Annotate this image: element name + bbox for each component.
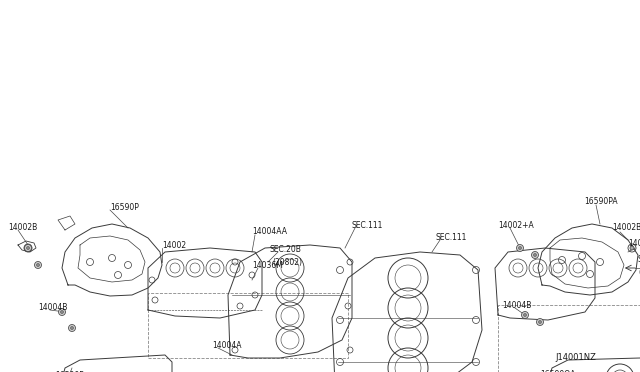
Text: J14001NZ: J14001NZ: [555, 353, 596, 362]
Text: 14002+A: 14002+A: [498, 221, 534, 230]
Text: (20802+A): (20802+A): [638, 267, 640, 276]
Circle shape: [630, 246, 634, 250]
Text: SEC.111: SEC.111: [435, 234, 467, 243]
Circle shape: [61, 311, 63, 314]
Circle shape: [70, 327, 74, 330]
Circle shape: [516, 244, 524, 251]
Circle shape: [536, 318, 543, 326]
Circle shape: [35, 262, 42, 269]
Circle shape: [534, 253, 536, 257]
Text: SEC.20B: SEC.20B: [638, 256, 640, 264]
Text: 16590R: 16590R: [55, 371, 84, 372]
Circle shape: [538, 321, 541, 324]
Bar: [148, 293, 348, 358]
Text: 14036M: 14036M: [252, 260, 283, 269]
Circle shape: [36, 263, 40, 266]
Circle shape: [68, 324, 76, 331]
Text: 14004A: 14004A: [212, 341, 241, 350]
Text: (20802): (20802): [272, 257, 302, 266]
Circle shape: [524, 314, 527, 317]
Circle shape: [26, 246, 30, 250]
Circle shape: [26, 247, 29, 250]
Text: 14002: 14002: [162, 241, 186, 250]
Text: 14004AA: 14004AA: [252, 228, 287, 237]
Text: 16590PA: 16590PA: [584, 198, 618, 206]
Bar: [498, 305, 640, 372]
Circle shape: [24, 244, 31, 251]
Text: SEC.20B: SEC.20B: [270, 246, 302, 254]
Circle shape: [58, 308, 65, 315]
Text: 14002B: 14002B: [612, 224, 640, 232]
Text: SEC.111: SEC.111: [352, 221, 383, 230]
Text: 14002B: 14002B: [8, 224, 37, 232]
Circle shape: [531, 251, 538, 259]
Text: 16590P: 16590P: [110, 202, 139, 212]
Text: 14004B: 14004B: [502, 301, 531, 310]
Circle shape: [522, 311, 529, 318]
Text: 14004B: 14004B: [38, 304, 67, 312]
Text: 14004AA: 14004AA: [628, 240, 640, 248]
Text: 16590QA: 16590QA: [540, 371, 575, 372]
Circle shape: [518, 247, 522, 250]
